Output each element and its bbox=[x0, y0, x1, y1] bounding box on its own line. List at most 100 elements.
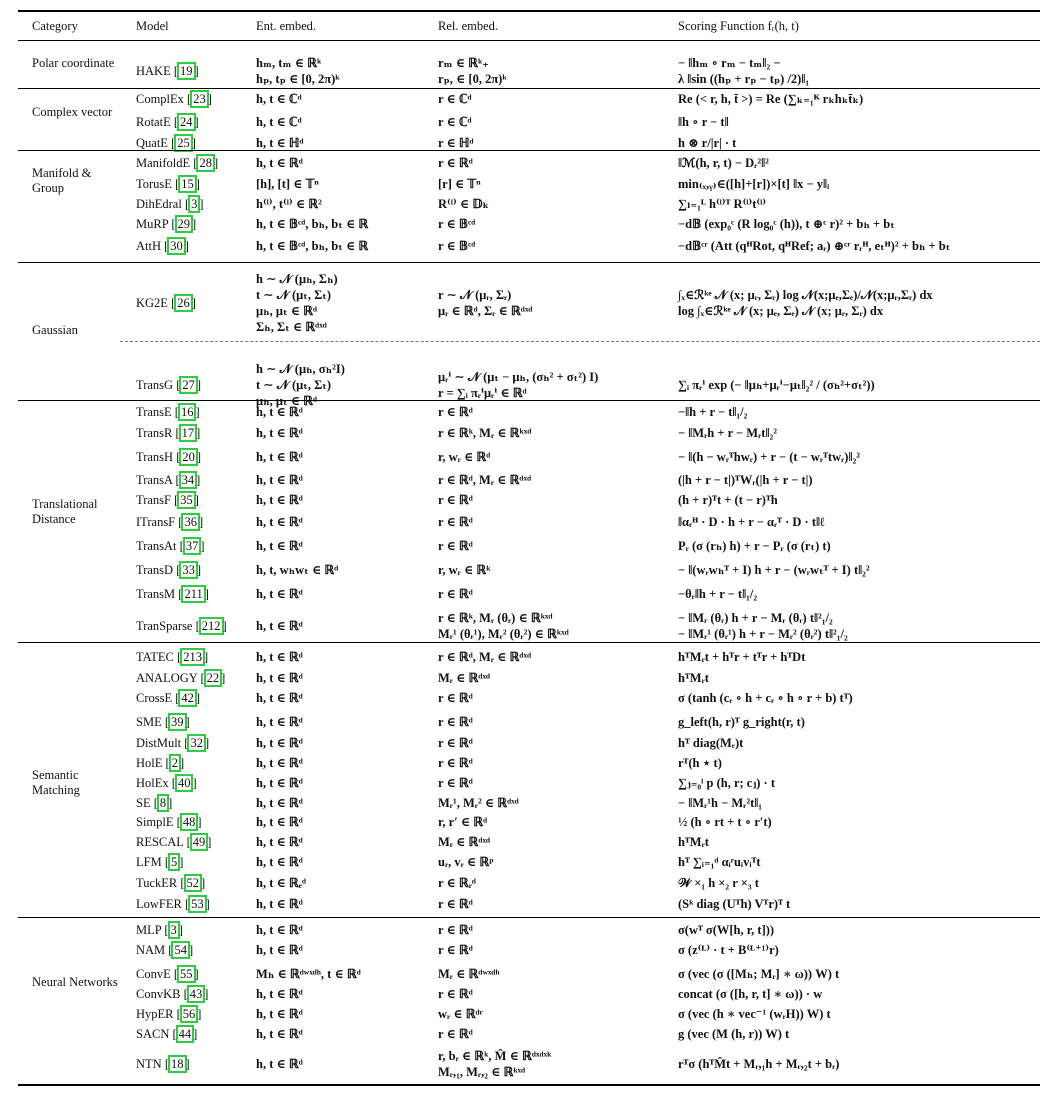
model-name: HolEx [40] bbox=[136, 774, 197, 792]
header-category: Category bbox=[32, 19, 78, 33]
citation-link[interactable]: 28 bbox=[196, 154, 215, 172]
relation-embedding: r ∈ ℂᵈ bbox=[438, 115, 472, 129]
scoring-function: −‖h + r − t‖₁/₂ bbox=[678, 405, 748, 419]
model-name: SME [39] bbox=[136, 713, 190, 731]
citation-link[interactable]: 39 bbox=[168, 713, 187, 731]
relation-embedding: r ∈ ℂᵈ bbox=[438, 92, 472, 106]
model-name: MuRP [29] bbox=[136, 215, 197, 233]
model-label: ConvKB bbox=[136, 987, 181, 1001]
citation-link[interactable]: 8 bbox=[156, 794, 170, 812]
entity-embedding: h, t ∈ ℝᵈ bbox=[256, 426, 303, 440]
scoring-function: hᵀ diag(Mᵣ)t bbox=[678, 736, 744, 750]
model-name: TransD [33] bbox=[136, 561, 202, 579]
citation-link[interactable]: 17 bbox=[178, 424, 198, 442]
citation-link[interactable]: 36 bbox=[181, 513, 200, 531]
relation-embedding: r ∈ ℝᵈ bbox=[438, 736, 473, 750]
relation-embedding: rₚ, ∈ [0, 2π)ᵏ bbox=[438, 72, 507, 86]
entity-embedding: hₚ, tₚ ∈ [0, 2π)ᵏ bbox=[256, 72, 340, 86]
model-label: QuatE bbox=[136, 136, 168, 150]
citation-link[interactable]: 24 bbox=[177, 113, 196, 131]
citation-link[interactable]: 37 bbox=[182, 537, 202, 555]
relation-embedding: r ∼ 𝒩 (μᵣ, Σᵣ) bbox=[438, 288, 512, 302]
citation-link[interactable]: 5 bbox=[167, 853, 181, 871]
entity-embedding: h, t ∈ ℂᵈ bbox=[256, 92, 302, 106]
citation-link[interactable]: 22 bbox=[203, 669, 223, 687]
bottom-rule bbox=[18, 1084, 1040, 1086]
relation-embedding: r, r′ ∈ ℝᵈ bbox=[438, 815, 488, 829]
citation-link[interactable]: 40 bbox=[175, 774, 194, 792]
entity-embedding: h, t ∈ ℍᵈ bbox=[256, 136, 304, 150]
model-label: MLP bbox=[136, 923, 162, 937]
model-label: TransA bbox=[136, 473, 173, 487]
group-divider bbox=[18, 917, 1040, 918]
model-label: ConvE bbox=[136, 967, 171, 981]
scoring-function: rᵀσ (hᵀM̂t + Mᵣ,₁h + Mᵣ,₂t + bᵣ) bbox=[678, 1057, 840, 1071]
citation-link[interactable]: 56 bbox=[179, 1005, 199, 1023]
citation-link[interactable]: 49 bbox=[189, 833, 209, 851]
citation-link[interactable]: 19 bbox=[177, 62, 196, 80]
citation-link[interactable]: 35 bbox=[177, 491, 196, 509]
entity-embedding: h, t ∈ ℝᵈ bbox=[256, 987, 303, 1001]
citation-link[interactable]: 42 bbox=[178, 689, 197, 707]
citation-link[interactable]: 52 bbox=[183, 874, 202, 892]
citation-link[interactable]: 43 bbox=[186, 985, 206, 1003]
scoring-function: 𝒲 ×₁ h ×₂ r ×₃ t bbox=[678, 876, 759, 890]
header-ent-embed: Ent. embed. bbox=[256, 19, 317, 33]
citation-link[interactable]: 18 bbox=[168, 1055, 187, 1073]
entity-embedding: Mₕ ∈ ℝᵈʷˣᵈʰ, t ∈ ℝᵈ bbox=[256, 967, 361, 981]
relation-embedding: [r] ∈ 𝕋ⁿ bbox=[438, 177, 481, 191]
relation-embedding: r, wᵣ ∈ ℝᵈ bbox=[438, 450, 491, 464]
relation-embedding: Mᵣ ∈ ℝᵈˣᵈ bbox=[438, 835, 491, 849]
scoring-function: σ (tanh (cᵣ ∘ h + cᵣ ∘ h ∘ r + b) tᵀ) bbox=[678, 691, 853, 705]
citation-link[interactable]: 27 bbox=[179, 376, 198, 394]
entity-embedding: h ∼ 𝒩 (μₕ, σₕ²I) bbox=[256, 362, 345, 376]
model-name: TATEC [213] bbox=[136, 648, 209, 666]
citation-link[interactable]: 55 bbox=[177, 965, 196, 983]
model-name: TransM [211] bbox=[136, 585, 209, 603]
model-name: TransA [34] bbox=[136, 471, 201, 489]
scoring-function: (Sᵏ diag (Uᵀh) Vᵀr)ᵀ t bbox=[678, 897, 791, 911]
citation-link[interactable]: 3 bbox=[188, 195, 201, 213]
entity-embedding: h, t ∈ ℝᵈ bbox=[256, 715, 303, 729]
entity-embedding: Σₕ, Σₜ ∈ ℝᵈˣᵈ bbox=[256, 320, 327, 334]
model-name: ComplEx [23] bbox=[136, 90, 212, 108]
model-label: ITransF bbox=[136, 515, 176, 529]
citation-link[interactable]: 20 bbox=[179, 448, 198, 466]
relation-embedding: r ∈ ℝᵈ bbox=[438, 943, 473, 957]
citation-link[interactable]: 2 bbox=[168, 754, 181, 772]
citation-link[interactable]: 25 bbox=[174, 134, 193, 152]
citation-link[interactable]: 53 bbox=[188, 895, 207, 913]
model-label: CrossE bbox=[136, 691, 173, 705]
relation-embedding: Mᵣ,₁, Mᵣ,₂ ∈ ℝᵏˣᵈ bbox=[438, 1065, 526, 1079]
citation-link[interactable]: 54 bbox=[171, 941, 190, 959]
citation-link[interactable]: 213 bbox=[180, 648, 205, 666]
citation-link[interactable]: 44 bbox=[175, 1025, 195, 1043]
citation-link[interactable]: 30 bbox=[167, 237, 186, 255]
citation-link[interactable]: 15 bbox=[178, 175, 197, 193]
citation-link[interactable]: 29 bbox=[174, 215, 193, 233]
entity-embedding: h, t ∈ ℝᵈ bbox=[256, 587, 303, 601]
citation-link[interactable]: 3 bbox=[167, 921, 180, 939]
model-label: TransG bbox=[136, 378, 174, 392]
citation-link[interactable]: 23 bbox=[190, 90, 209, 108]
citation-link[interactable]: 33 bbox=[179, 561, 198, 579]
citation-link[interactable]: 26 bbox=[174, 294, 193, 312]
citation-link[interactable]: 34 bbox=[178, 471, 198, 489]
entity-embedding: h, t ∈ ℝᵈ bbox=[256, 736, 303, 750]
citation-link[interactable]: 211 bbox=[181, 585, 206, 603]
citation-link[interactable]: 16 bbox=[178, 403, 197, 421]
model-name: HypER [56] bbox=[136, 1005, 202, 1023]
entity-embedding: h, t ∈ ℝᵈ bbox=[256, 855, 303, 869]
model-name: LFM [5] bbox=[136, 853, 184, 871]
entity-embedding: h, t, wₕwₜ ∈ ℝᵈ bbox=[256, 563, 339, 577]
citation-link[interactable]: 32 bbox=[187, 734, 206, 752]
citation-link[interactable]: 212 bbox=[198, 617, 224, 635]
relation-embedding: rₘ ∈ ℝᵏ₊ bbox=[438, 56, 489, 70]
relation-embedding: Mᵣ ∈ ℝᵈʷˣᵈʰ bbox=[438, 967, 500, 981]
entity-embedding: h, t ∈ ℝᵈ bbox=[256, 619, 303, 633]
entity-embedding: h, t ∈ ℝᵈ bbox=[256, 156, 303, 170]
model-label: HypER bbox=[136, 1007, 174, 1021]
citation-link[interactable]: 48 bbox=[179, 813, 199, 831]
scoring-function: ∑ⱼ₌₀ˡ p (h, r; cⱼ) · t bbox=[678, 776, 776, 790]
